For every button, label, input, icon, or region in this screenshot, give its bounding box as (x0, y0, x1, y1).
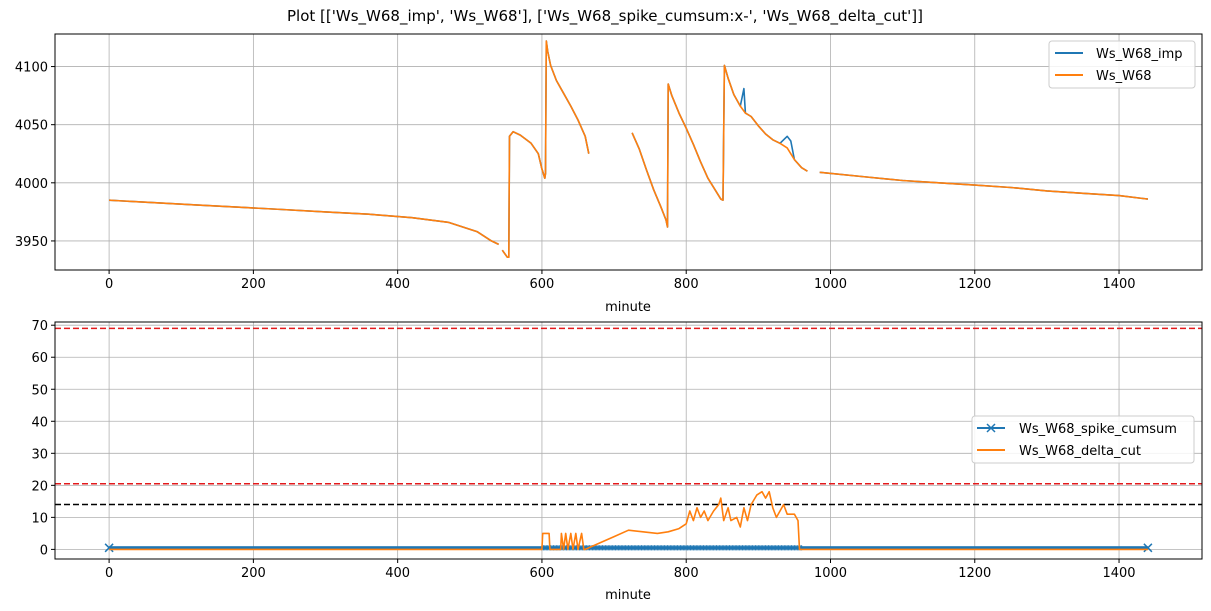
top-ytick-label: 3950 (15, 235, 48, 250)
bottom-ytick-label: 0 (40, 543, 48, 558)
top-xtick-label: 400 (385, 277, 410, 292)
bottom-ytick-label: 40 (31, 415, 48, 430)
top-xtick-label: 800 (674, 277, 699, 292)
bottom-xlabel: minute (605, 588, 651, 603)
top-xlabel: minute (605, 300, 651, 315)
top-ytick-label: 4100 (15, 61, 48, 76)
bottom-legend-label-cumsum: Ws_W68_spike_cumsum (1019, 422, 1177, 437)
bottom-ytick-label: 60 (31, 351, 48, 366)
bottom-xtick-label: 0 (105, 566, 113, 581)
top-ticks: 0 200 400 600 800 1000 1200 1400 3950 4000 4050 410… (15, 61, 1136, 292)
top-xtick-label: 600 (530, 277, 555, 292)
top-legend-label-imp: Ws_W68_imp (1096, 47, 1183, 62)
bottom-legend: Ws_W68_spike_cumsum Ws_W68_delta_cut (971, 415, 1195, 464)
bottom-ytick-label: 50 (31, 383, 48, 398)
bottom-series-ws-w68-spike-cumsum-marker (104, 543, 114, 553)
top-series-ws-w68-segment-0 (109, 199, 500, 246)
top-chart: 0 200 400 600 800 1000 1200 1400 3950 4000 4050 410… (15, 33, 1203, 315)
bottom-series-ws-w68-spike-cumsum-marker (1143, 543, 1153, 553)
top-ytick-label: 4050 (15, 119, 48, 134)
bottom-ticks: 0 200 400 600 800 1000 1200 1400 0 10 20 30 40 50 60 70 (31, 319, 1135, 581)
bottom-xtick-label: 1000 (814, 566, 847, 581)
bottom-xtick-label: 800 (674, 566, 699, 581)
top-series-ws-w68-segment-1 (501, 40, 590, 258)
top-grid (55, 34, 1202, 270)
top-series-ws-w68-segment-3 (819, 171, 1148, 200)
top-legend-label-raw: Ws_W68 (1096, 69, 1152, 84)
bottom-xtick-label: 400 (385, 566, 410, 581)
top-series-ws-w68-imp-segment-0 (109, 199, 500, 246)
bottom-plot-area (55, 327, 1202, 553)
bottom-xtick-label: 600 (530, 566, 555, 581)
bottom-series-ws-w68-delta-cut-line (109, 490, 1148, 551)
top-series-ws-w68-segment-2 (631, 64, 808, 228)
bottom-legend-marker-cumsum (986, 423, 996, 433)
top-legend-box (1048, 40, 1196, 89)
top-xtick-label: 1400 (1102, 277, 1135, 292)
bottom-ytick-label: 30 (31, 447, 48, 462)
top-xtick-label: 0 (105, 277, 113, 292)
bottom-xtick-label: 1400 (1102, 566, 1135, 581)
top-xtick-label: 1000 (814, 277, 847, 292)
bottom-chart: 0 200 400 600 800 1000 1200 1400 0 10 20 30 40 50 60 70… (31, 319, 1203, 603)
bottom-xtick-label: 1200 (958, 566, 991, 581)
bottom-ytick-label: 10 (31, 511, 48, 526)
bottom-legend-label-delta: Ws_W68_delta_cut (1019, 444, 1141, 459)
bottom-axes-frame (54, 321, 1203, 560)
figure-title: Plot [['Ws_W68_imp', 'Ws_W68'], ['Ws_W68… (287, 7, 923, 26)
top-ytick-label: 4000 (15, 177, 48, 192)
bottom-xtick-label: 200 (241, 566, 266, 581)
top-xtick-label: 200 (241, 277, 266, 292)
bottom-ytick-label: 70 (31, 319, 48, 334)
top-legend: Ws_W68_imp Ws_W68 (1048, 40, 1196, 89)
top-plot-area (109, 40, 1148, 258)
top-xtick-label: 1200 (958, 277, 991, 292)
bottom-legend-box (971, 415, 1195, 464)
top-axes-frame (54, 33, 1203, 271)
bottom-ytick-label: 20 (31, 479, 48, 494)
